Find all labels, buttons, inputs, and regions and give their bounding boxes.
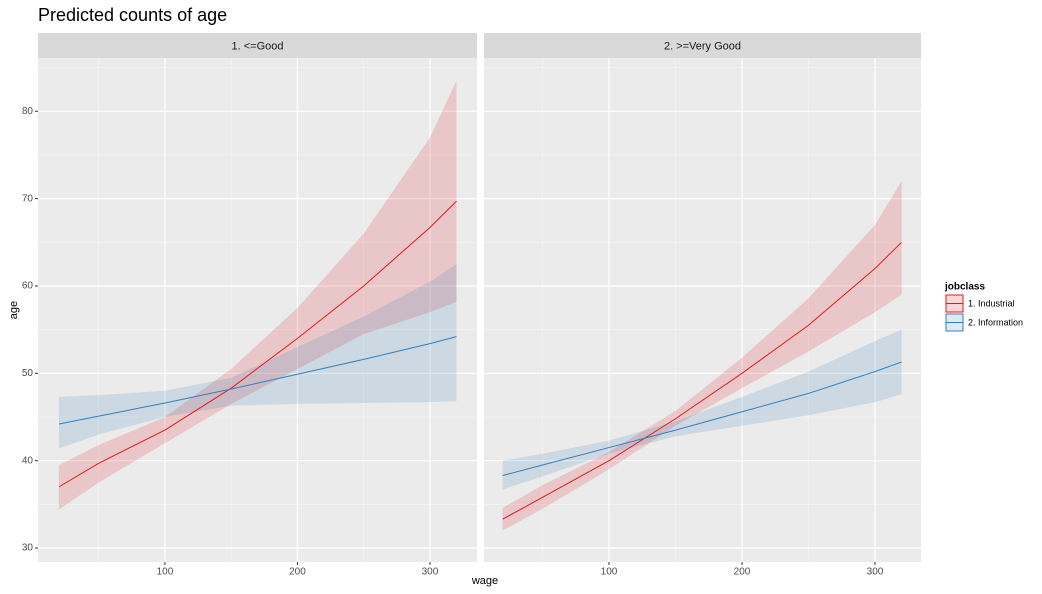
- x-tick-label: 200: [734, 567, 751, 578]
- x-tick-label: 300: [422, 567, 439, 578]
- x-tick-label: 100: [601, 567, 618, 578]
- x-axis-label: wage: [471, 575, 498, 587]
- chart-title: Predicted counts of age: [38, 5, 227, 25]
- y-tick-label: 70: [22, 193, 34, 204]
- legend-title: jobclass: [944, 282, 985, 293]
- confidence-ribbon: [502, 181, 902, 531]
- x-tick-label: 100: [157, 567, 174, 578]
- series-line: [58, 200, 457, 488]
- x-tick-label: 300: [867, 567, 884, 578]
- confidence-ribbon: [58, 80, 457, 510]
- y-tick-label: 60: [22, 281, 34, 292]
- panel-title: 1. <=Good: [232, 40, 284, 52]
- y-tick-label: 50: [22, 368, 34, 379]
- y-tick-label: 30: [22, 543, 34, 554]
- y-axis-label: age: [8, 301, 20, 319]
- y-tick-label: 40: [22, 455, 34, 466]
- confidence-ribbon: [58, 264, 457, 449]
- series-line: [58, 336, 457, 425]
- panel-background: [484, 58, 921, 562]
- legend-label: 2. Information: [968, 317, 1023, 327]
- panel-background: [38, 58, 477, 562]
- strip: [38, 33, 477, 58]
- legend-label: 1. Industrial: [968, 298, 1015, 308]
- series-line: [502, 241, 902, 520]
- strip: [484, 33, 921, 58]
- x-tick-label: 200: [289, 567, 306, 578]
- panel-title: 2. >=Very Good: [664, 40, 741, 52]
- series-line: [502, 361, 902, 477]
- y-tick-label: 80: [22, 106, 34, 117]
